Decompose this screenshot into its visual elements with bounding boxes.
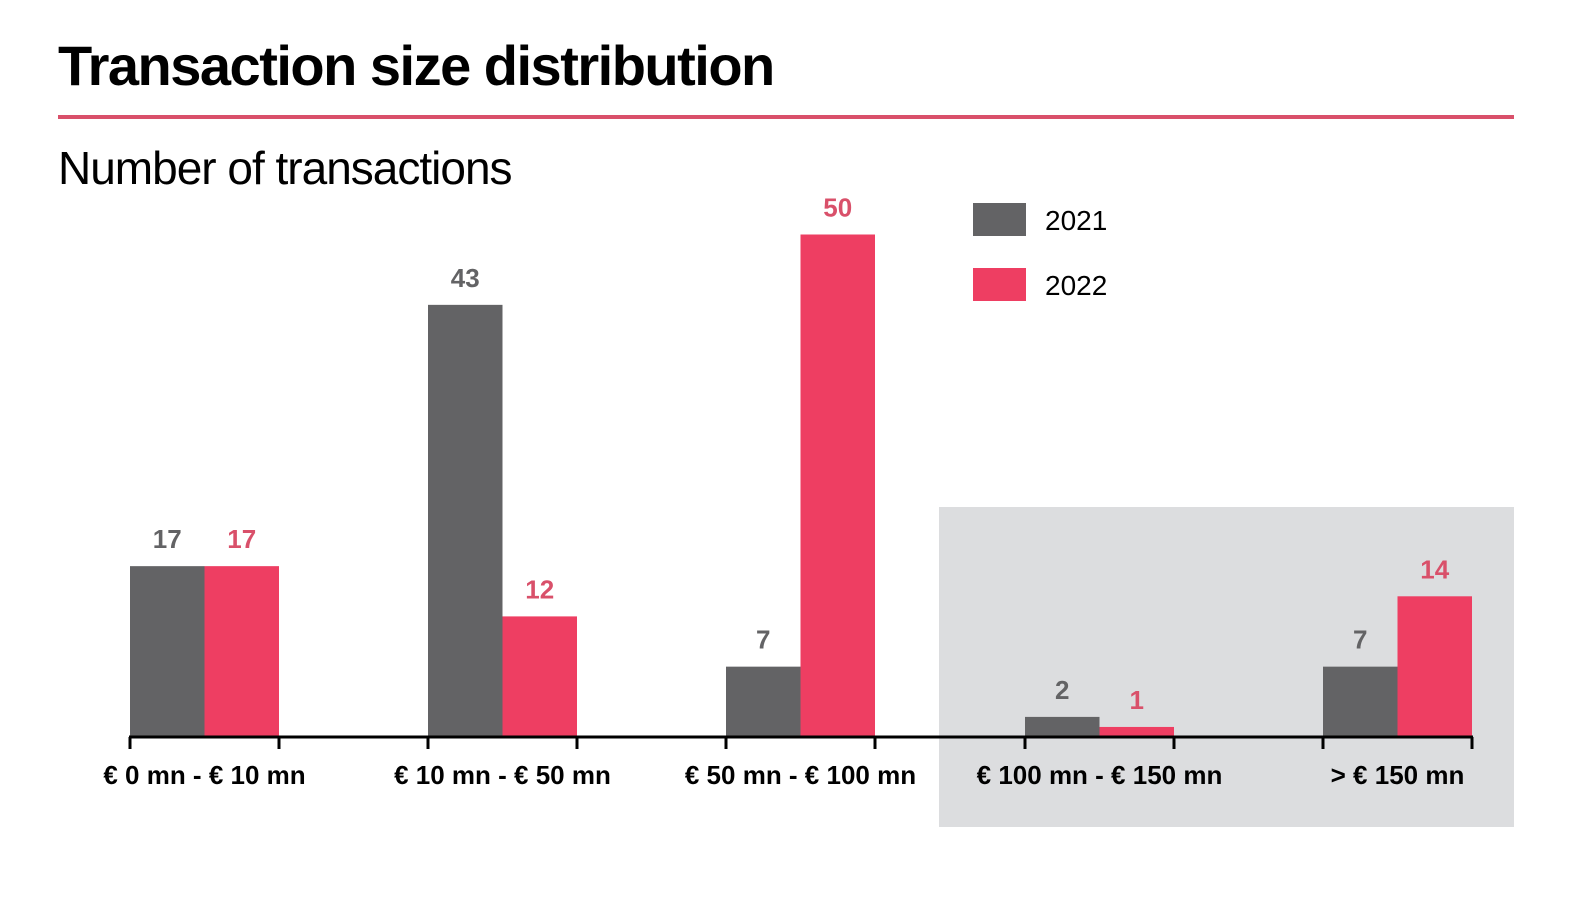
value-label-2022-3: 1 — [1130, 685, 1144, 715]
value-label-2022-1: 12 — [525, 574, 554, 604]
value-label-2021-1: 43 — [451, 263, 480, 293]
title-divider — [58, 115, 1514, 119]
bar-2021-1 — [428, 304, 503, 737]
value-label-2022-2: 50 — [823, 193, 852, 223]
bar-2022-2 — [800, 234, 875, 737]
x-tick-label-3: € 100 mn - € 150 mn — [977, 760, 1223, 790]
bar-2021-2 — [726, 666, 801, 737]
value-label-2022-4: 14 — [1420, 554, 1449, 584]
legend-swatch-2022 — [973, 268, 1026, 301]
legend-label-2021: 2021 — [1045, 205, 1107, 236]
bar-2021-0 — [130, 566, 205, 737]
x-tick-label-2: € 50 mn - € 100 mn — [685, 760, 916, 790]
bar-2021-4 — [1323, 666, 1398, 737]
bar-2022-0 — [204, 566, 279, 737]
x-tick-label-0: € 0 mn - € 10 mn — [103, 760, 305, 790]
bar-2022-4 — [1397, 596, 1472, 737]
value-label-2021-4: 7 — [1353, 625, 1367, 655]
x-tick-label-4: > € 150 mn — [1331, 760, 1465, 790]
legend-label-2022: 2022 — [1045, 270, 1107, 301]
bar-2022-1 — [502, 616, 577, 737]
value-label-2021-2: 7 — [756, 625, 770, 655]
x-tick-label-1: € 10 mn - € 50 mn — [394, 760, 611, 790]
bar-2022-3 — [1099, 726, 1174, 737]
value-label-2022-0: 17 — [227, 524, 256, 554]
value-label-2021-0: 17 — [153, 524, 182, 554]
chart-title: Transaction size distribution — [58, 34, 775, 97]
bar-2021-3 — [1025, 716, 1100, 737]
value-label-2021-3: 2 — [1055, 675, 1069, 705]
legend-swatch-2021 — [973, 203, 1026, 236]
chart-subtitle: Number of transactions — [58, 142, 513, 194]
